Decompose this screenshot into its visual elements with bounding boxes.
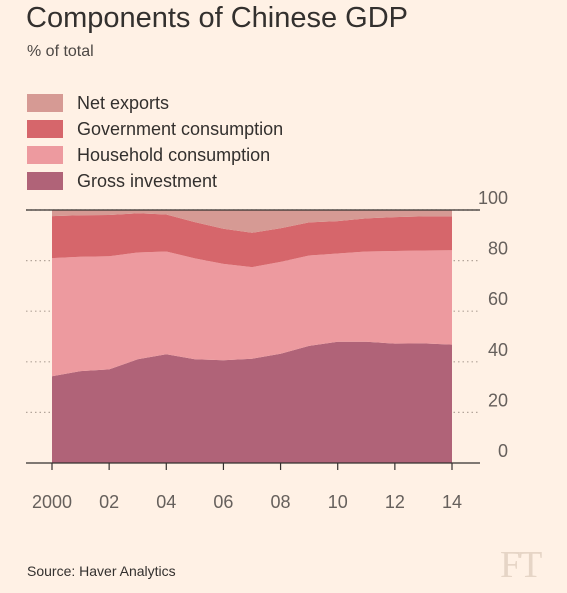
x-tick-label-12: 12 [385, 492, 405, 512]
source-note: Source: Haver Analytics [27, 563, 176, 579]
chart-subtitle: % of total [27, 43, 94, 60]
legend-item-gross-investment: Gross investment [27, 168, 447, 194]
x-tick-label-08: 08 [271, 492, 291, 512]
x-tick-label-2000: 2000 [32, 492, 72, 512]
area-government-consumption [52, 213, 452, 268]
y-tick-label-60: 60 [488, 289, 508, 309]
y-tick-label-20: 20 [488, 390, 508, 410]
legend-label-net-exports: Net exports [77, 92, 170, 113]
legend-swatch-net-exports [27, 94, 63, 112]
legend-item-net-exports: Net exports [27, 90, 447, 116]
area-gross-investment [52, 341, 452, 463]
legend-item-government-consumption: Government consumption [27, 116, 447, 142]
y-tick-label-100: 100 [478, 188, 508, 208]
ft-logo: FT [500, 544, 542, 586]
legend-swatch-government-consumption [27, 120, 63, 138]
area-household-consumption [52, 250, 452, 377]
legend-swatch-gross-investment [27, 172, 63, 190]
y-tick-label-40: 40 [488, 340, 508, 360]
legend: Net exports Government consumption House… [27, 90, 447, 194]
legend-label-gross-investment: Gross investment [77, 170, 218, 191]
x-tick-label-04: 04 [156, 492, 176, 512]
legend-label-household-consumption: Household consumption [77, 144, 271, 165]
x-tick-label-14: 14 [442, 492, 462, 512]
x-tick-label-06: 06 [213, 492, 233, 512]
x-tick-label-10: 10 [328, 492, 348, 512]
x-tick-label-02: 02 [99, 492, 119, 512]
chart-title: Components of Chinese GDP [26, 2, 409, 34]
area-net-exports [52, 210, 452, 233]
y-tick-label-0: 0 [498, 441, 508, 461]
legend-item-household-consumption: Household consumption [27, 142, 447, 168]
y-tick-label-80: 80 [488, 239, 508, 259]
legend-swatch-household-consumption [27, 146, 63, 164]
legend-label-government-consumption: Government consumption [77, 118, 284, 139]
